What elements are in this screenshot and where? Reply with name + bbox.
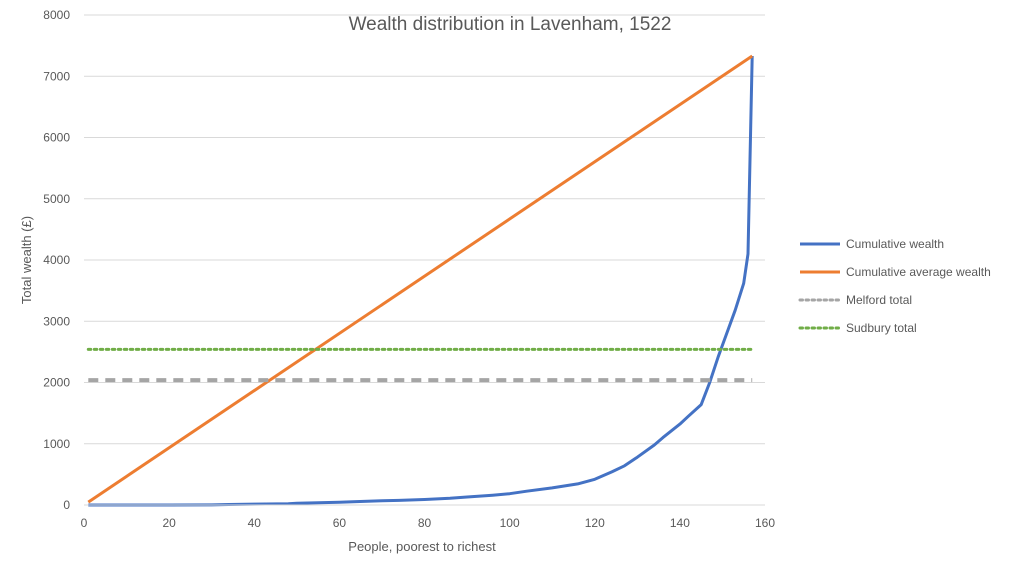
y-tick-label: 4000: [43, 253, 70, 267]
axis-layer: 0 1000 2000 3000 4000 5000 6000 7000 8000 0 20 40 60…: [43, 8, 775, 530]
chart-title: Wealth distribution in Lavenham, 1522: [349, 14, 672, 35]
legend-label-cumulative-average-wealth: Cumulative average wealth: [846, 265, 991, 279]
series-layer: [86, 54, 754, 507]
y-tick-label: 8000: [43, 8, 70, 22]
y-tick-label: 1000: [43, 437, 70, 451]
y-tick-label: 7000: [43, 69, 70, 83]
legend: Cumulative wealth Cumulative average weal…: [798, 237, 991, 335]
y-tick-label: 5000: [43, 192, 70, 206]
x-tick-label: 140: [670, 516, 690, 530]
x-tick-label: 80: [418, 516, 432, 530]
grid-layer: [84, 14, 765, 445]
legend-label-cumulative-wealth: Cumulative wealth: [846, 237, 944, 251]
x-tick-label: 60: [333, 516, 347, 530]
x-tick-label: 40: [248, 516, 262, 530]
series-line-cumulative-wealth: [88, 55, 754, 507]
legend-label-sudbury-total: Sudbury total: [846, 321, 917, 335]
legend-label-melford-total: Melford total: [846, 293, 912, 307]
x-tick-label: 0: [81, 516, 88, 530]
y-tick-label: 0: [63, 498, 70, 512]
x-tick-label: 100: [500, 516, 520, 530]
y-tick-label: 3000: [43, 314, 70, 328]
y-tick-label: 2000: [43, 376, 70, 390]
x-tick-label: 120: [585, 516, 605, 530]
y-axis-label: Total wealth (£): [19, 216, 34, 304]
x-tick-label: 20: [162, 516, 176, 530]
series-line-cumulative-average-wealth: [87, 54, 754, 504]
x-tick-label: 160: [755, 516, 775, 530]
y-tick-label: 6000: [43, 131, 70, 145]
x-axis-label: People, poorest to richest: [348, 539, 496, 554]
